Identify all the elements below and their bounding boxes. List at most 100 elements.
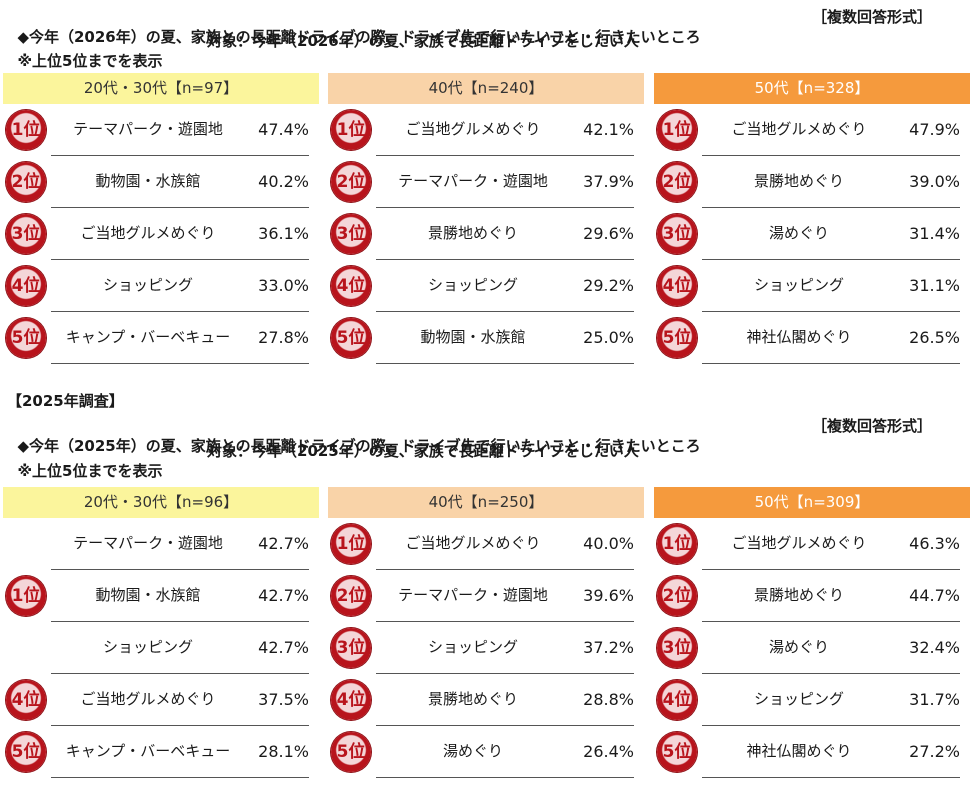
item-label: テーマパーク・遊園地 — [398, 172, 548, 190]
table-row: 4位 ショッピング 29.2% — [328, 260, 644, 312]
table-row: テーマパーク・遊園地 42.7% — [3, 518, 319, 570]
table-row: 2位 テーマパーク・遊園地 37.9% — [328, 156, 644, 208]
item-percentage: 47.4% — [258, 120, 309, 139]
rank-medal-icon: 3位 — [331, 214, 371, 254]
table-row: ショッピング 42.7% — [3, 622, 319, 674]
panel-header: 50代【n=309】 — [654, 487, 970, 518]
rank-medal-icon: 1位 — [331, 110, 371, 150]
survey-2025-format: ［複数回答形式］ — [812, 417, 933, 435]
item-percentage: 29.6% — [583, 224, 634, 243]
item-label: 景勝地めぐり — [753, 172, 844, 190]
item-label: ショッピング — [753, 690, 844, 708]
item-percentage: 31.4% — [909, 224, 960, 243]
item-percentage: 42.7% — [258, 638, 309, 657]
table-row: 4位 景勝地めぐり 28.8% — [328, 674, 644, 726]
rank-medal-icon: 4位 — [657, 680, 697, 720]
item-label: ご当地グルメめぐり — [731, 534, 867, 552]
rank-medal-icon: 4位 — [657, 266, 697, 306]
rank-medal-icon: 2位 — [331, 162, 371, 202]
rank-medal-icon: 5位 — [331, 318, 371, 358]
item-label: 湯めぐり — [768, 638, 829, 656]
survey-2025-title-line: ◆今年（2025年）の夏、家族との長距離ドライブの際、ドライブ先で行いたいこと・… — [7, 416, 932, 476]
item-percentage: 26.4% — [583, 742, 634, 761]
rank-medal-icon: 5位 — [657, 732, 697, 772]
rank-medal-icon: 3位 — [657, 214, 697, 254]
item-label: 湯めぐり — [442, 742, 503, 760]
rank-medal-icon: 3位 — [6, 214, 46, 254]
survey-2026-target: 対象：今年（2026年）の夏、家族で長距離ドライブをしたい人 — [207, 32, 639, 50]
panel-2025-age-50: 50代【n=309】 1位 ご当地グルメめぐり 46.3% 2位 景勝地めぐり 44.7… — [654, 487, 970, 778]
rank-medal-icon: 2位 — [6, 162, 46, 202]
item-percentage: 27.8% — [258, 328, 309, 347]
survey-2025-note-line: ※上位5位までを表示 対象：今年（2025年）の夏、家族で長距離ドライブをしたい… — [7, 441, 638, 501]
table-row: 2位 テーマパーク・遊園地 39.6% — [328, 570, 644, 622]
rank-medal-icon: 5位 — [657, 318, 697, 358]
item-percentage: 39.6% — [583, 586, 634, 605]
panel-header: 50代【n=328】 — [654, 73, 970, 104]
table-row: 5位 神社仏閣めぐり 27.2% — [654, 726, 970, 778]
item-percentage: 42.7% — [258, 534, 309, 553]
panel-2025-age-20-30: 20代・30代【n=96】 テーマパーク・遊園地 42.7% 1位 動物園・水族館 4… — [3, 487, 319, 778]
item-percentage: 44.7% — [909, 586, 960, 605]
panel-header: 20代・30代【n=96】 — [3, 487, 319, 518]
rank-medal-icon: 1位 — [6, 110, 46, 150]
table-row: 1位 ご当地グルメめぐり 42.1% — [328, 104, 644, 156]
table-row: 1位 ご当地グルメめぐり 40.0% — [328, 518, 644, 570]
item-percentage: 39.0% — [909, 172, 960, 191]
item-percentage: 40.2% — [258, 172, 309, 191]
table-row: 4位 ショッピング 33.0% — [3, 260, 319, 312]
item-label: 景勝地めぐり — [427, 224, 518, 242]
table-row: 1位 動物園・水族館 42.7% — [3, 570, 319, 622]
table-row: 1位 ご当地グルメめぐり 46.3% — [654, 518, 970, 570]
panel-2026-age-20-30: 20代・30代【n=97】 1位 テーマパーク・遊園地 47.4% 2位 動物園・水族… — [3, 73, 319, 364]
item-label: ショッピング — [102, 638, 193, 656]
table-row: 5位 キャンプ・バーベキュー 28.1% — [3, 726, 319, 778]
item-label: テーマパーク・遊園地 — [398, 586, 548, 604]
item-percentage: 25.0% — [583, 328, 634, 347]
item-percentage: 40.0% — [583, 534, 634, 553]
item-percentage: 42.7% — [258, 586, 309, 605]
rank-medal-icon: 2位 — [331, 576, 371, 616]
rank-medal-icon: 5位 — [331, 732, 371, 772]
rank-medal-icon: 1位 — [657, 524, 697, 564]
item-percentage: 26.5% — [909, 328, 960, 347]
panel-2025-age-40: 40代【n=250】 1位 ご当地グルメめぐり 40.0% 2位 テーマパーク・遊園地… — [328, 487, 644, 778]
table-row: 2位 動物園・水族館 40.2% — [3, 156, 319, 208]
item-label: テーマパーク・遊園地 — [73, 534, 223, 552]
panel-2026-age-40: 40代【n=240】 1位 ご当地グルメめぐり 42.1% 2位 テーマパーク・遊園地… — [328, 73, 644, 364]
item-label: キャンプ・バーベキュー — [65, 328, 231, 346]
rank-medal-icon: 3位 — [331, 628, 371, 668]
item-percentage: 32.4% — [909, 638, 960, 657]
rank-medal-icon: 1位 — [6, 576, 46, 616]
item-percentage: 37.9% — [583, 172, 634, 191]
item-percentage: 33.0% — [258, 276, 309, 295]
table-row: 1位 ご当地グルメめぐり 47.9% — [654, 104, 970, 156]
table-row: 4位 ショッピング 31.7% — [654, 674, 970, 726]
panel-header: 40代【n=250】 — [328, 487, 644, 518]
rank-medal-icon: 2位 — [657, 162, 697, 202]
survey-2025-label: 【2025年調査】 — [7, 392, 124, 410]
survey-2026-format: ［複数回答形式］ — [812, 8, 933, 26]
rank-medal-icon: 1位 — [331, 524, 371, 564]
item-percentage: 37.2% — [583, 638, 634, 657]
table-row: 4位 ご当地グルメめぐり 37.5% — [3, 674, 319, 726]
table-row: 5位 動物園・水族館 25.0% — [328, 312, 644, 364]
rank-medal-icon: 5位 — [6, 732, 46, 772]
survey-2026-title: ◆今年（2026年）の夏、家族との長距離ドライブの際、ドライブ先で行いたいこと・… — [17, 28, 701, 46]
table-row: 2位 景勝地めぐり 44.7% — [654, 570, 970, 622]
item-label: テーマパーク・遊園地 — [73, 120, 223, 138]
item-label: 湯めぐり — [768, 224, 829, 242]
item-label: キャンプ・バーベキュー — [65, 742, 231, 760]
table-row: 3位 湯めぐり 31.4% — [654, 208, 970, 260]
item-percentage: 28.1% — [258, 742, 309, 761]
item-percentage: 46.3% — [909, 534, 960, 553]
table-row: 1位 テーマパーク・遊園地 47.4% — [3, 104, 319, 156]
item-percentage: 31.1% — [909, 276, 960, 295]
item-label: ご当地グルメめぐり — [731, 120, 867, 138]
table-row: 5位 キャンプ・バーベキュー 27.8% — [3, 312, 319, 364]
table-row: 3位 ショッピング 37.2% — [328, 622, 644, 674]
item-percentage: 27.2% — [909, 742, 960, 761]
rank-medal-icon: 1位 — [657, 110, 697, 150]
item-label: ショッピング — [427, 276, 518, 294]
item-label: ご当地グルメめぐり — [405, 120, 541, 138]
